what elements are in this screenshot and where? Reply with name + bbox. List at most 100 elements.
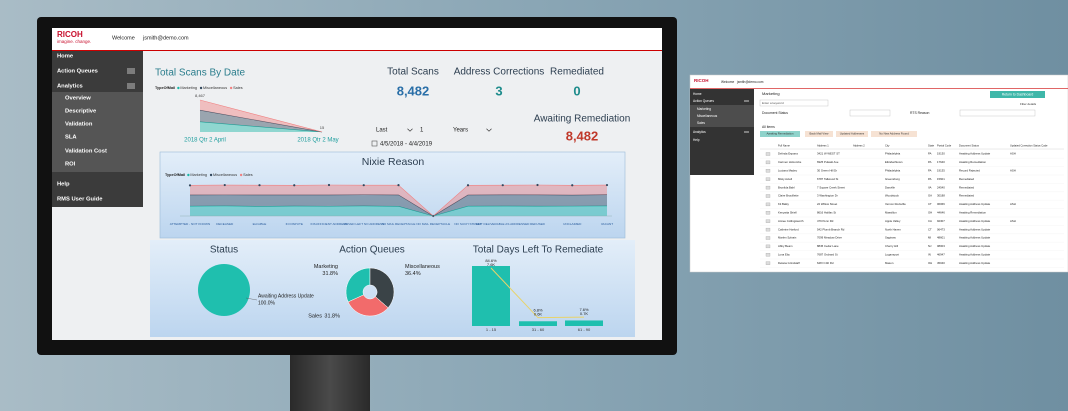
- menu-item[interactable]: Analytics: [693, 130, 706, 134]
- tab-label[interactable]: Awaiting Remediation: [766, 132, 793, 136]
- table-cell: Delinda Espana: [778, 152, 798, 156]
- menu-item[interactable]: Help: [693, 138, 700, 142]
- menu-item[interactable]: Action Queues: [693, 99, 714, 103]
- row-icon[interactable]: [765, 194, 771, 198]
- table-cell: 8845 Cedar Lane: [817, 244, 839, 248]
- menu-item[interactable]: Home: [693, 92, 702, 96]
- menu-item[interactable]: Help: [57, 182, 70, 188]
- row-icon[interactable]: [765, 152, 771, 156]
- calendar-icon: [371, 140, 378, 147]
- row-icon[interactable]: [765, 185, 771, 190]
- row-icon[interactable]: [765, 227, 771, 232]
- row-icon[interactable]: [765, 253, 771, 257]
- tab[interactable]: [760, 131, 800, 137]
- menu-item[interactable]: Marketing: [697, 107, 711, 111]
- column-header: Postal Code: [937, 144, 952, 148]
- table-cell: Awaiting Address Update: [959, 202, 991, 206]
- tab[interactable]: [871, 131, 917, 137]
- search-box[interactable]: [759, 99, 829, 107]
- row-icon[interactable]: [765, 160, 771, 165]
- filter-link[interactable]: Filter details: [1020, 102, 1037, 106]
- tab[interactable]: [805, 131, 833, 137]
- kpi-value: 8,482: [397, 83, 430, 98]
- menu-item[interactable]: Home: [57, 54, 74, 60]
- total-label: 15: [320, 125, 325, 130]
- x-tick-label: NOT DELIVERABLE AS ADDRESSED: [476, 222, 530, 226]
- value-label: 7.6K: [487, 262, 496, 267]
- menu-item[interactable]: RMS User Guide: [57, 197, 103, 203]
- rts-input[interactable]: [959, 109, 1036, 117]
- tab-label[interactable]: Updated Addresses: [840, 132, 865, 136]
- point: [501, 184, 504, 187]
- legend-entry: Sales: [243, 173, 253, 177]
- bar: [472, 266, 510, 326]
- row-icon[interactable]: [765, 211, 771, 215]
- table-cell: Misty Axtell: [778, 177, 792, 181]
- row-icon[interactable]: [765, 177, 771, 181]
- table-cell: Awaiting Remediation: [959, 211, 986, 215]
- menu-item[interactable]: Descriptive: [65, 109, 97, 115]
- table-cell: NJ: [928, 244, 932, 248]
- menu-item[interactable]: Overview: [65, 96, 91, 102]
- row-icon[interactable]: [765, 202, 771, 207]
- table-cell: Cathrine Harford: [778, 227, 799, 231]
- return-button-label[interactable]: Return to Dashboard: [1002, 93, 1034, 97]
- table-cell: Kenyatta Shiell: [778, 211, 797, 215]
- column-header: Address 1: [817, 144, 829, 148]
- legend-entry: Marketing: [190, 173, 207, 177]
- row-icon[interactable]: [765, 169, 771, 173]
- table-cell: Luciana Madeo: [778, 169, 798, 173]
- table-cell: Cherry Hill: [885, 244, 898, 248]
- table-cell: GA: [928, 194, 932, 198]
- table-cell: Saginaw: [885, 236, 897, 240]
- menu-item[interactable]: ROI: [65, 162, 76, 168]
- column-header: City: [885, 144, 890, 148]
- legend-swatch: [229, 86, 233, 90]
- table-cell: Elizabethtown: [885, 160, 903, 164]
- menu-item[interactable]: Analytics: [57, 84, 83, 90]
- welcome: Welcome: [112, 35, 135, 41]
- share-label: 7.6%: [579, 307, 589, 312]
- table-cell: Brunilda Bahl: [778, 185, 795, 189]
- table-cell: Philadelphia: [885, 152, 901, 156]
- slice-label: Sales: [308, 313, 322, 319]
- area-line: [199, 121, 323, 133]
- table-cell: CT: [928, 202, 932, 206]
- table-cell: Awaiting Address Update: [959, 253, 991, 257]
- status-input[interactable]: [849, 109, 891, 117]
- row-icon[interactable]: [765, 219, 771, 223]
- chart-title: Action Queues: [339, 245, 405, 256]
- x-tick-label: VACANT: [601, 222, 613, 226]
- x-tick-label: NO SUCH STREET: [454, 222, 481, 226]
- row-icon[interactable]: [765, 244, 771, 249]
- row-icon[interactable]: [765, 261, 771, 265]
- return-button[interactable]: [990, 91, 1045, 98]
- menu-item[interactable]: SLA: [65, 135, 77, 141]
- table-cell: 19135: [937, 169, 945, 173]
- menu-icon: [127, 85, 135, 87]
- menu-item[interactable]: Validation: [65, 122, 93, 128]
- table-cell: 46947: [937, 253, 945, 257]
- menu-item[interactable]: Validation Cost: [65, 149, 107, 155]
- kpi-label: Awaiting Remediation: [534, 114, 631, 125]
- chart-title: Total Days Left To Remediate: [473, 245, 604, 256]
- table-cell: CT: [928, 227, 932, 231]
- tab[interactable]: [836, 131, 868, 137]
- table-cell: 22 Willow Street: [817, 202, 837, 206]
- menu-item[interactable]: Sales: [697, 121, 705, 125]
- filter-unit[interactable]: Years: [453, 128, 468, 134]
- menu-item[interactable]: Action Queues: [57, 69, 98, 75]
- row-icon[interactable]: [765, 236, 771, 240]
- table-cell: Kit Balky: [778, 202, 789, 206]
- legend-entry: Miscellaneous: [203, 86, 227, 90]
- filter-period[interactable]: Last: [376, 128, 388, 134]
- kpi-value: 3: [495, 83, 502, 98]
- filter-count[interactable]: 1: [420, 128, 424, 134]
- tab-label[interactable]: No New Address Found: [879, 132, 909, 136]
- menu-item[interactable]: Miscellaneous: [697, 114, 718, 118]
- x-tick-label: UNCLAIMED: [563, 222, 582, 226]
- x-tick-label: ATTEMPTED - NOT KNOWN: [170, 222, 210, 226]
- kpi-label: Total Scans: [387, 67, 439, 78]
- tab-label[interactable]: Back Mail View: [810, 132, 830, 136]
